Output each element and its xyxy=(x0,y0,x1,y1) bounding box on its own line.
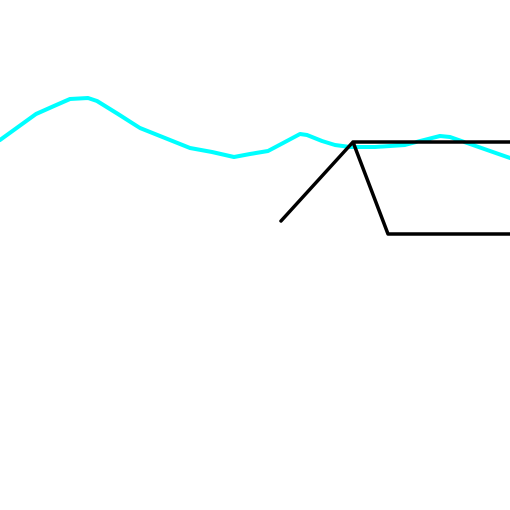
black-freehand-stroke xyxy=(279,140,510,236)
cyan-freehand-stroke xyxy=(0,96,510,160)
